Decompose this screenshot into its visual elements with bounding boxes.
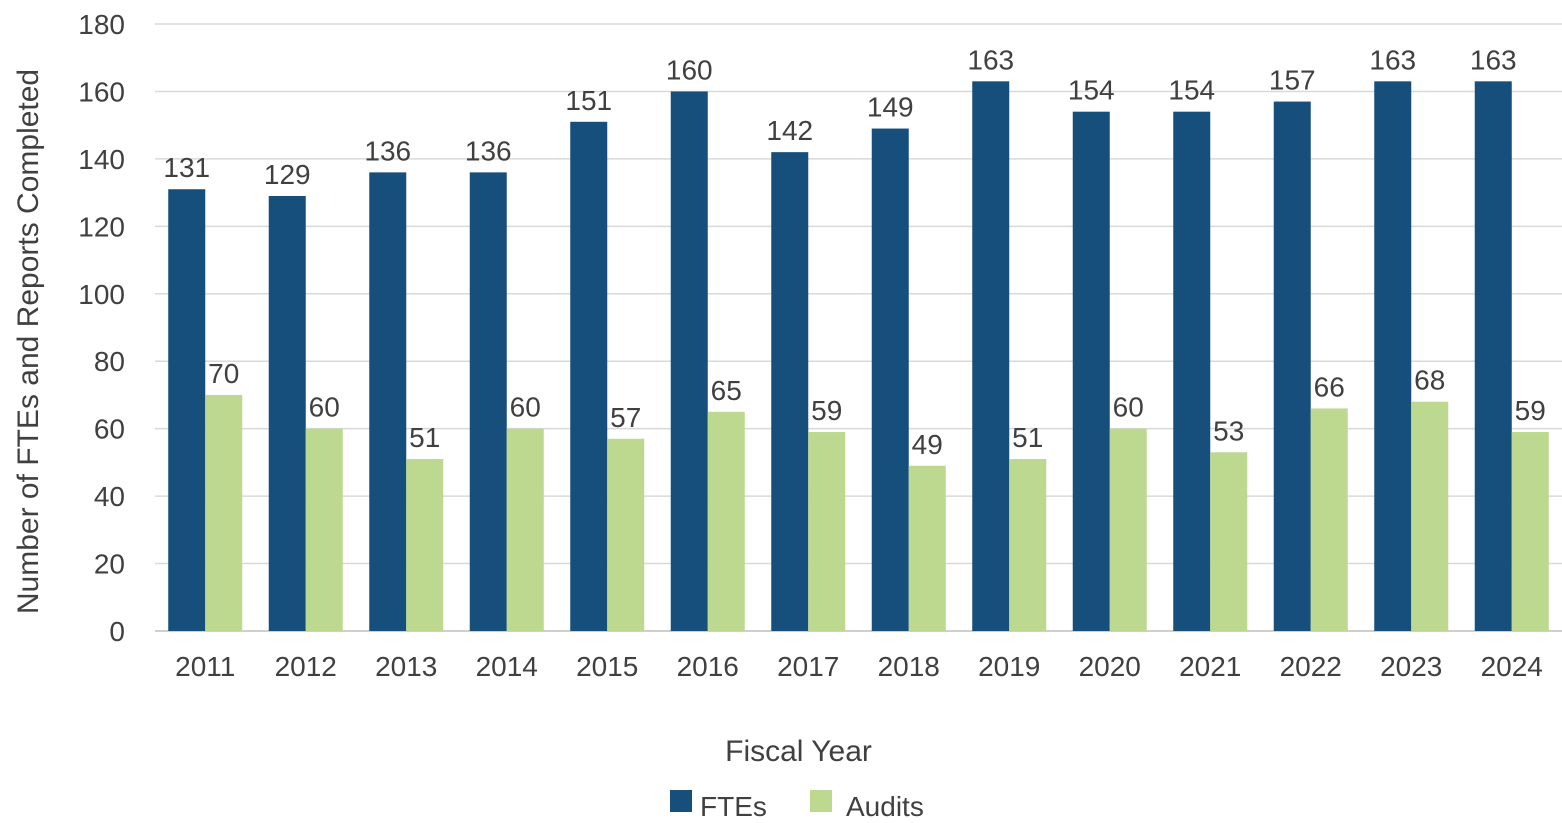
data-label-ftes-2022: 157: [1269, 65, 1316, 96]
bar-ftes-2011: [168, 189, 206, 631]
y-axis-title: Number of FTEs and Reports Completed: [12, 69, 45, 614]
x-axis-ticks: 2011 2012 2013 2014 2015 2016 2017 2018 2019 2020…: [175, 651, 1543, 682]
bar-ftes-2016: [670, 91, 708, 631]
data-label-ftes-2018: 149: [867, 92, 914, 123]
bar-audits-2015: [607, 438, 645, 631]
bar-audits-2017: [808, 432, 846, 631]
data-label-ftes-2023: 163: [1369, 44, 1416, 75]
data-label-audits-2017: 59: [811, 395, 842, 426]
y-tick-label: 80: [94, 346, 125, 377]
data-label-audits-2019: 51: [1012, 422, 1043, 453]
x-tick-label: 2013: [375, 651, 437, 682]
data-label-audits-2014: 60: [510, 392, 541, 423]
x-tick-label: 2015: [576, 651, 638, 682]
data-label-audits-2024: 59: [1515, 395, 1546, 426]
x-tick-label: 2014: [476, 651, 538, 682]
y-tick-label: 0: [109, 616, 125, 647]
bar-ftes-2014: [469, 172, 507, 631]
bar-ftes-2012: [268, 195, 306, 631]
data-label-audits-2012: 60: [309, 392, 340, 423]
y-tick-label: 120: [78, 211, 125, 242]
bar-audits-2024: [1511, 432, 1549, 631]
x-tick-label: 2018: [878, 651, 940, 682]
data-label-audits-2022: 66: [1314, 371, 1345, 402]
bar-ftes-2013: [369, 172, 407, 631]
bar-ftes-2023: [1374, 81, 1412, 632]
data-label-ftes-2012: 129: [264, 159, 311, 190]
data-label-audits-2013: 51: [409, 422, 440, 453]
x-tick-label: 2022: [1280, 651, 1342, 682]
x-axis-title: Fiscal Year: [725, 735, 872, 768]
bar-audits-2014: [506, 428, 544, 631]
data-label-audits-2018: 49: [912, 429, 943, 460]
data-label-audits-2016: 65: [711, 375, 742, 406]
x-tick-label: 2011: [175, 651, 235, 682]
bar-audits-2020: [1109, 428, 1147, 631]
legend: FTEs Audits: [670, 790, 924, 822]
x-tick-label: 2020: [1079, 651, 1141, 682]
x-tick-label: 2019: [978, 651, 1040, 682]
data-label-audits-2021: 53: [1213, 415, 1244, 446]
legend-label-ftes: FTEs: [700, 791, 767, 822]
legend-swatch-ftes: [670, 790, 692, 812]
data-label-audits-2023: 68: [1414, 365, 1445, 396]
x-tick-label: 2017: [777, 651, 839, 682]
x-tick-label: 2021: [1179, 651, 1241, 682]
y-tick-label: 40: [94, 481, 125, 512]
legend-label-audits: Audits: [846, 791, 924, 822]
x-tick-label: 2023: [1380, 651, 1442, 682]
data-label-audits-2015: 57: [610, 402, 641, 433]
data-label-ftes-2011: 131: [163, 152, 210, 183]
data-label-ftes-2020: 154: [1068, 75, 1115, 106]
bar-audits-2011: [205, 394, 243, 631]
bar-ftes-2015: [570, 121, 608, 632]
y-tick-label: 100: [78, 279, 125, 310]
legend-swatch-audits: [810, 790, 832, 812]
bar-ftes-2024: [1474, 81, 1512, 632]
bar-ftes-2017: [771, 152, 809, 631]
gridlines: [155, 23, 1562, 632]
data-label-ftes-2013: 136: [364, 135, 411, 166]
bar-audits-2018: [908, 465, 946, 631]
x-tick-label: 2016: [677, 651, 739, 682]
y-tick-label: 60: [94, 414, 125, 445]
data-label-ftes-2017: 142: [766, 115, 813, 146]
y-tick-label: 160: [78, 76, 125, 107]
data-label-ftes-2015: 151: [565, 85, 612, 116]
x-tick-label: 2024: [1481, 651, 1543, 682]
bar-audits-2012: [305, 428, 343, 631]
bar-ftes-2019: [972, 81, 1010, 632]
data-label-ftes-2016: 160: [666, 54, 713, 85]
data-label-ftes-2014: 136: [465, 135, 512, 166]
x-tick-label: 2012: [275, 651, 337, 682]
y-axis-ticks: 0 20 40 60 80 100 120 140 160 180: [78, 9, 125, 647]
bar-audits-2016: [707, 411, 745, 631]
bars: [168, 81, 1549, 632]
bar-ftes-2021: [1173, 111, 1211, 631]
bar-ftes-2022: [1273, 101, 1311, 632]
data-label-ftes-2019: 163: [967, 44, 1014, 75]
data-label-audits-2020: 60: [1113, 392, 1144, 423]
bar-ftes-2018: [871, 128, 909, 632]
y-tick-label: 180: [78, 9, 125, 40]
bar-audits-2023: [1411, 401, 1449, 631]
data-label-ftes-2021: 154: [1168, 75, 1215, 106]
y-tick-label: 140: [78, 144, 125, 175]
data-label-audits-2011: 70: [208, 358, 239, 389]
bar-audits-2013: [406, 459, 444, 631]
bar-audits-2019: [1009, 459, 1047, 631]
bar-ftes-2020: [1072, 111, 1110, 631]
data-labels: 131 70 129 60 136 51 136 60 151 57 160 65 142 59 149 49…: [163, 44, 1545, 459]
data-label-ftes-2024: 163: [1470, 44, 1517, 75]
bar-audits-2022: [1310, 408, 1348, 631]
bar-audits-2021: [1210, 452, 1248, 631]
y-tick-label: 20: [94, 549, 125, 580]
